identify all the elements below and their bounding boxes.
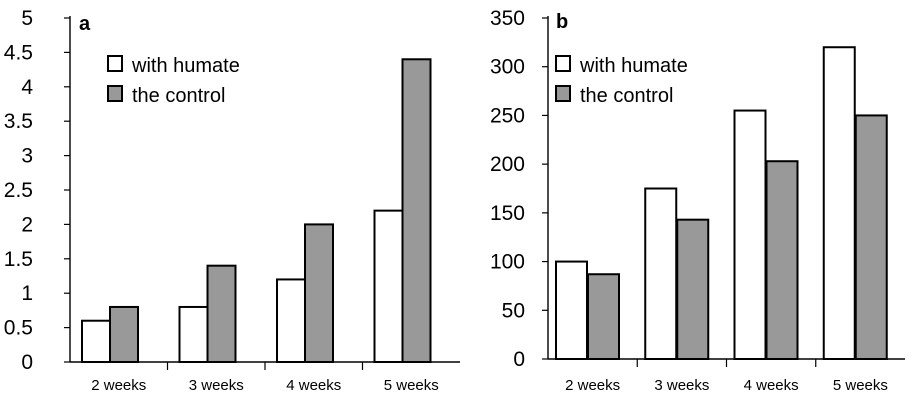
panel-label: b bbox=[556, 11, 568, 33]
x-tick-label: 3 weeks bbox=[654, 377, 709, 394]
bar-with-humate bbox=[822, 46, 856, 360]
bar-with-humate bbox=[555, 260, 588, 361]
x-tick-label: 5 weeks bbox=[384, 377, 439, 394]
y-tick-label: 0.5 bbox=[4, 317, 33, 340]
chart-panel-a: 0 0.5 1 1.5 2 2.5 3 3.5 4 4.5 5 2 weeks 3 weeks 4 wee… bbox=[4, 7, 460, 394]
bar-control bbox=[765, 160, 799, 360]
bar-control bbox=[676, 218, 710, 360]
x-tick-label: 4 weeks bbox=[286, 377, 341, 394]
x-tick-label: 3 weeks bbox=[189, 377, 244, 394]
legend-swatch bbox=[555, 85, 571, 102]
legend-label: the control bbox=[132, 85, 225, 107]
legend-swatch bbox=[107, 55, 123, 72]
y-tick-label: 1.5 bbox=[4, 248, 33, 271]
y-tick-label: 2 bbox=[21, 213, 33, 236]
y-tick-label: 250 bbox=[490, 104, 525, 127]
x-tick-label: 2 weeks bbox=[565, 377, 620, 394]
legend-swatch bbox=[107, 85, 123, 102]
bar-with-humate bbox=[178, 305, 209, 363]
bar-with-humate bbox=[276, 278, 306, 363]
y-tick-label: 0 bbox=[21, 351, 33, 374]
legend-label: with humate bbox=[579, 55, 688, 77]
y-tick-label: 50 bbox=[502, 299, 525, 322]
y-tick-label: 150 bbox=[490, 202, 525, 225]
chart-panel-b: 0 50 100 150 200 250 300 350 2 weeks 3 weeks 4 wee… bbox=[490, 7, 905, 394]
y-tick-label: 200 bbox=[490, 153, 525, 176]
bar-control bbox=[206, 264, 237, 363]
bar-control bbox=[304, 223, 334, 363]
bar-with-humate bbox=[644, 187, 678, 360]
y-tick-label: 5 bbox=[21, 7, 33, 30]
y-tick-label: 350 bbox=[490, 7, 525, 30]
bar-control bbox=[587, 273, 620, 361]
y-tick-label: 0 bbox=[513, 348, 525, 371]
bar-with-humate bbox=[373, 209, 404, 363]
y-tick-label: 3 bbox=[21, 145, 33, 168]
legend-label: the control bbox=[580, 85, 673, 107]
legend-swatch bbox=[555, 55, 571, 72]
x-tick-label: 4 weeks bbox=[744, 377, 799, 394]
bar-with-humate bbox=[733, 109, 767, 360]
bar-control bbox=[109, 305, 139, 363]
bar-control bbox=[854, 114, 888, 360]
bar-control bbox=[401, 58, 432, 363]
y-tick-label: 100 bbox=[490, 251, 525, 274]
y-tick-label: 300 bbox=[490, 56, 525, 79]
y-tick-label: 3.5 bbox=[4, 110, 33, 133]
panel-label: a bbox=[79, 13, 91, 35]
y-tick-label: 4.5 bbox=[4, 41, 33, 64]
y-tick-label: 1 bbox=[21, 282, 33, 305]
y-tick-label: 4 bbox=[21, 76, 33, 99]
legend-label: with humate bbox=[131, 55, 240, 77]
x-tick-label: 5 weeks bbox=[833, 377, 888, 394]
y-tick-label: 2.5 bbox=[4, 179, 33, 202]
bar-with-humate bbox=[81, 319, 111, 363]
x-tick-label: 2 weeks bbox=[91, 377, 146, 394]
